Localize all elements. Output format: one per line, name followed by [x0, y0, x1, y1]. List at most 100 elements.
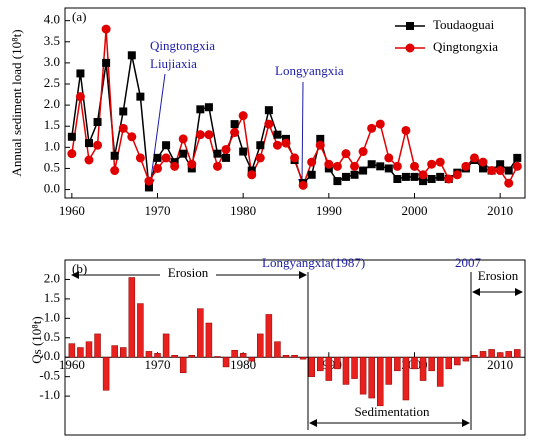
marker	[144, 183, 153, 192]
marker	[75, 92, 85, 102]
x-tick-label: 1970	[145, 357, 171, 372]
marker	[247, 170, 257, 180]
marker	[135, 153, 145, 163]
y-tick-label: 0.0	[44, 348, 60, 363]
annotation: Erosion	[478, 268, 519, 283]
bar	[94, 333, 101, 358]
marker	[290, 153, 300, 163]
marker	[196, 105, 205, 114]
marker	[487, 166, 497, 176]
bar	[299, 356, 307, 360]
marker	[427, 175, 436, 183]
marker	[307, 157, 317, 167]
bar	[282, 355, 290, 358]
bar	[428, 356, 435, 372]
legend-marker	[405, 43, 415, 53]
bar	[505, 351, 512, 358]
bar	[274, 341, 281, 358]
bar	[454, 356, 461, 366]
bar	[471, 355, 478, 358]
bar	[111, 345, 118, 358]
marker	[93, 118, 102, 126]
panel-label: (b)	[72, 261, 87, 276]
bar	[120, 347, 127, 358]
bar	[479, 351, 487, 358]
bar	[462, 356, 470, 362]
marker	[461, 161, 471, 171]
legend-label: Toudaoguai	[433, 17, 495, 32]
plot-frame	[64, 7, 526, 199]
legend-label: Qingtongxia	[433, 39, 498, 54]
marker	[358, 147, 368, 157]
marker	[315, 140, 325, 150]
x-tick-label: 2000	[401, 203, 427, 218]
marker	[307, 170, 316, 179]
marker	[119, 107, 128, 116]
marker	[110, 166, 120, 176]
bar	[291, 355, 298, 358]
marker	[255, 153, 265, 163]
bar	[419, 356, 427, 381]
y-tick-label: 4.0	[44, 12, 60, 27]
marker	[102, 58, 111, 67]
bar	[402, 356, 410, 401]
marker	[178, 134, 188, 144]
bar	[77, 347, 84, 358]
bar	[197, 308, 204, 358]
marker	[376, 162, 385, 171]
y-tick-label: -0.5	[39, 368, 60, 383]
marker	[452, 170, 462, 180]
marker	[230, 128, 240, 138]
bar	[68, 343, 76, 358]
marker	[204, 130, 214, 140]
marker	[222, 153, 231, 162]
marker	[419, 177, 428, 186]
x-tick-label: 2010	[487, 357, 513, 372]
annotation: Sedimentation	[354, 404, 430, 419]
marker	[367, 123, 377, 133]
marker	[410, 172, 419, 181]
marker	[281, 138, 291, 148]
bar	[265, 314, 273, 358]
marker	[436, 172, 445, 181]
marker	[84, 139, 93, 148]
marker	[179, 149, 188, 158]
y-tick-label: 0.5	[44, 159, 60, 174]
marker	[195, 130, 205, 140]
marker	[84, 155, 94, 165]
marker	[409, 161, 419, 171]
marker	[144, 176, 154, 186]
marker	[153, 153, 162, 162]
bar	[317, 356, 324, 372]
legend-marker	[406, 22, 414, 30]
y-tick-label: 1.0	[44, 309, 60, 324]
marker	[256, 141, 265, 150]
y-tick-label: 2.0	[44, 96, 60, 111]
bar	[351, 356, 358, 379]
bar	[231, 349, 238, 358]
x-tick-label: 1990	[316, 203, 342, 218]
bar	[214, 356, 221, 358]
marker	[418, 170, 428, 180]
marker	[272, 140, 282, 150]
marker	[350, 170, 359, 179]
marker	[161, 153, 171, 163]
marker	[170, 161, 180, 171]
marker	[435, 157, 445, 167]
bar	[496, 352, 504, 358]
marker	[316, 134, 325, 143]
x-tick-label: 1980	[230, 203, 256, 218]
marker	[341, 149, 351, 159]
marker	[341, 172, 350, 181]
bar	[359, 356, 367, 395]
marker	[469, 153, 479, 163]
y-tick-label: 3.0	[44, 54, 60, 69]
marker	[444, 174, 454, 184]
bar	[102, 356, 110, 391]
marker	[367, 160, 376, 169]
marker	[401, 125, 411, 135]
bar	[368, 356, 375, 399]
bar	[162, 333, 170, 358]
marker	[478, 157, 488, 167]
